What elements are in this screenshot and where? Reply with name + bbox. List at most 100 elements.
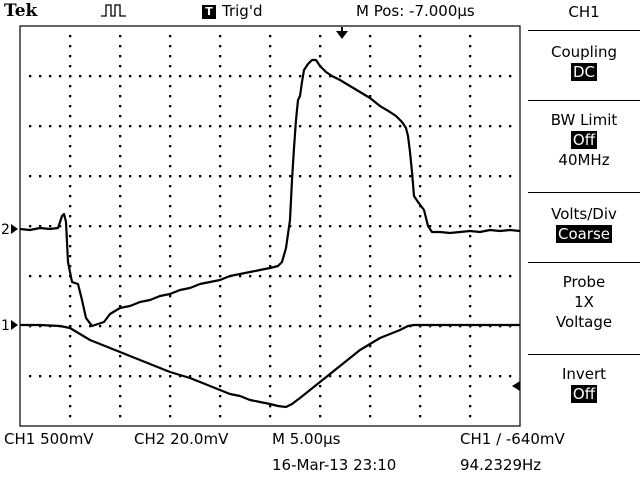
probe-menu-button[interactable]: Probe 1X Voltage [528, 272, 640, 332]
grid-dot [169, 155, 172, 158]
grid-dot [309, 175, 312, 178]
grid-dot [169, 305, 172, 308]
grid-dot [49, 175, 52, 178]
grid-dot [359, 275, 362, 278]
grid-dot [419, 355, 422, 358]
invert-menu-button[interactable]: Invert Off [528, 364, 640, 404]
volts-div-menu-button[interactable]: Volts/Div Coarse [528, 204, 640, 244]
grid-dot [159, 225, 162, 228]
grid-dot [499, 125, 502, 128]
grid-dot [129, 75, 132, 78]
grid-dot [509, 275, 512, 278]
grid-dot [499, 75, 502, 78]
grid-dot [399, 225, 402, 228]
grid-dot [439, 75, 442, 78]
grid-dot [139, 275, 142, 278]
grid-dot [249, 275, 252, 278]
grid-dot [369, 295, 372, 298]
grid-dot [69, 55, 72, 58]
bw-limit-extra: 40MHz [558, 151, 610, 169]
grid-dot [269, 275, 272, 278]
grid-dot [119, 395, 122, 398]
grid-dot [249, 225, 252, 228]
grid-dot [119, 405, 122, 408]
grid-dot [59, 275, 62, 278]
grid-dot [469, 155, 472, 158]
grid-dot [219, 275, 222, 278]
grid-dot [319, 415, 322, 418]
grid-dot [399, 175, 402, 178]
grid-dot [469, 405, 472, 408]
grid-dot [299, 125, 302, 128]
grid-dot [269, 245, 272, 248]
grid-dot [229, 225, 232, 228]
coupling-menu-button[interactable]: Coupling DC [528, 42, 640, 82]
grid-dot [179, 175, 182, 178]
grid-dot [439, 175, 442, 178]
grid-dot [269, 145, 272, 148]
grid-dot [469, 215, 472, 218]
grid-dot [269, 75, 272, 78]
grid-dot [269, 315, 272, 318]
grid-dot [299, 325, 302, 328]
grid-dot [169, 165, 172, 168]
grid-dot [379, 175, 382, 178]
grid-dot [69, 65, 72, 68]
grid-dot [319, 105, 322, 108]
grid-dot [289, 75, 292, 78]
grid-dot [449, 175, 452, 178]
bw-limit-menu-button[interactable]: BW Limit Off 40MHz [528, 110, 640, 170]
menu-divider [528, 100, 640, 101]
grid-dot [199, 75, 202, 78]
grid-dot [369, 285, 372, 288]
grid-dot [219, 255, 222, 258]
grid-dot [69, 125, 72, 128]
grid-dot [109, 225, 112, 228]
grid-dot [469, 275, 472, 278]
grid-dot [249, 375, 252, 378]
ch1-scale: CH1 500mV [4, 430, 94, 448]
grid-dot [419, 85, 422, 88]
grid-dot [179, 325, 182, 328]
grid-dot [419, 45, 422, 48]
grid-dot [459, 125, 462, 128]
grid-dot [39, 225, 42, 228]
grid-dot [479, 125, 482, 128]
grid-dot [59, 375, 62, 378]
grid-dot [249, 325, 252, 328]
grid-dot [39, 125, 42, 128]
grid-dot [69, 235, 72, 238]
grid-dot [279, 325, 282, 328]
grid-dot [369, 305, 372, 308]
grid-dot [219, 235, 222, 238]
grid-dot [269, 385, 272, 388]
grid-dot [319, 175, 322, 178]
grid-dot [219, 345, 222, 348]
grid-dot [469, 175, 472, 178]
grid-dot [39, 375, 42, 378]
grid-dot [419, 385, 422, 388]
grid-dot [269, 45, 272, 48]
grid-dot [119, 335, 122, 338]
grid-dot [119, 165, 122, 168]
grid-dot [119, 205, 122, 208]
grid-dot [169, 325, 172, 328]
grid-dot [239, 275, 242, 278]
probe-type: Voltage [555, 313, 613, 331]
grid-dot [319, 215, 322, 218]
grid-dot [319, 255, 322, 258]
grid-dot [369, 155, 372, 158]
grid-dot [269, 375, 272, 378]
grid-dot [389, 375, 392, 378]
grid-dot [279, 125, 282, 128]
grid-dot [469, 285, 472, 288]
grid-dot [289, 125, 292, 128]
grid-dot [219, 385, 222, 388]
grid-dot [269, 325, 272, 328]
grid-dot [169, 335, 172, 338]
grid-dot [429, 275, 432, 278]
grid-dot [409, 75, 412, 78]
grid-dot [139, 225, 142, 228]
grid-dot [209, 275, 212, 278]
grid-dot [59, 75, 62, 78]
